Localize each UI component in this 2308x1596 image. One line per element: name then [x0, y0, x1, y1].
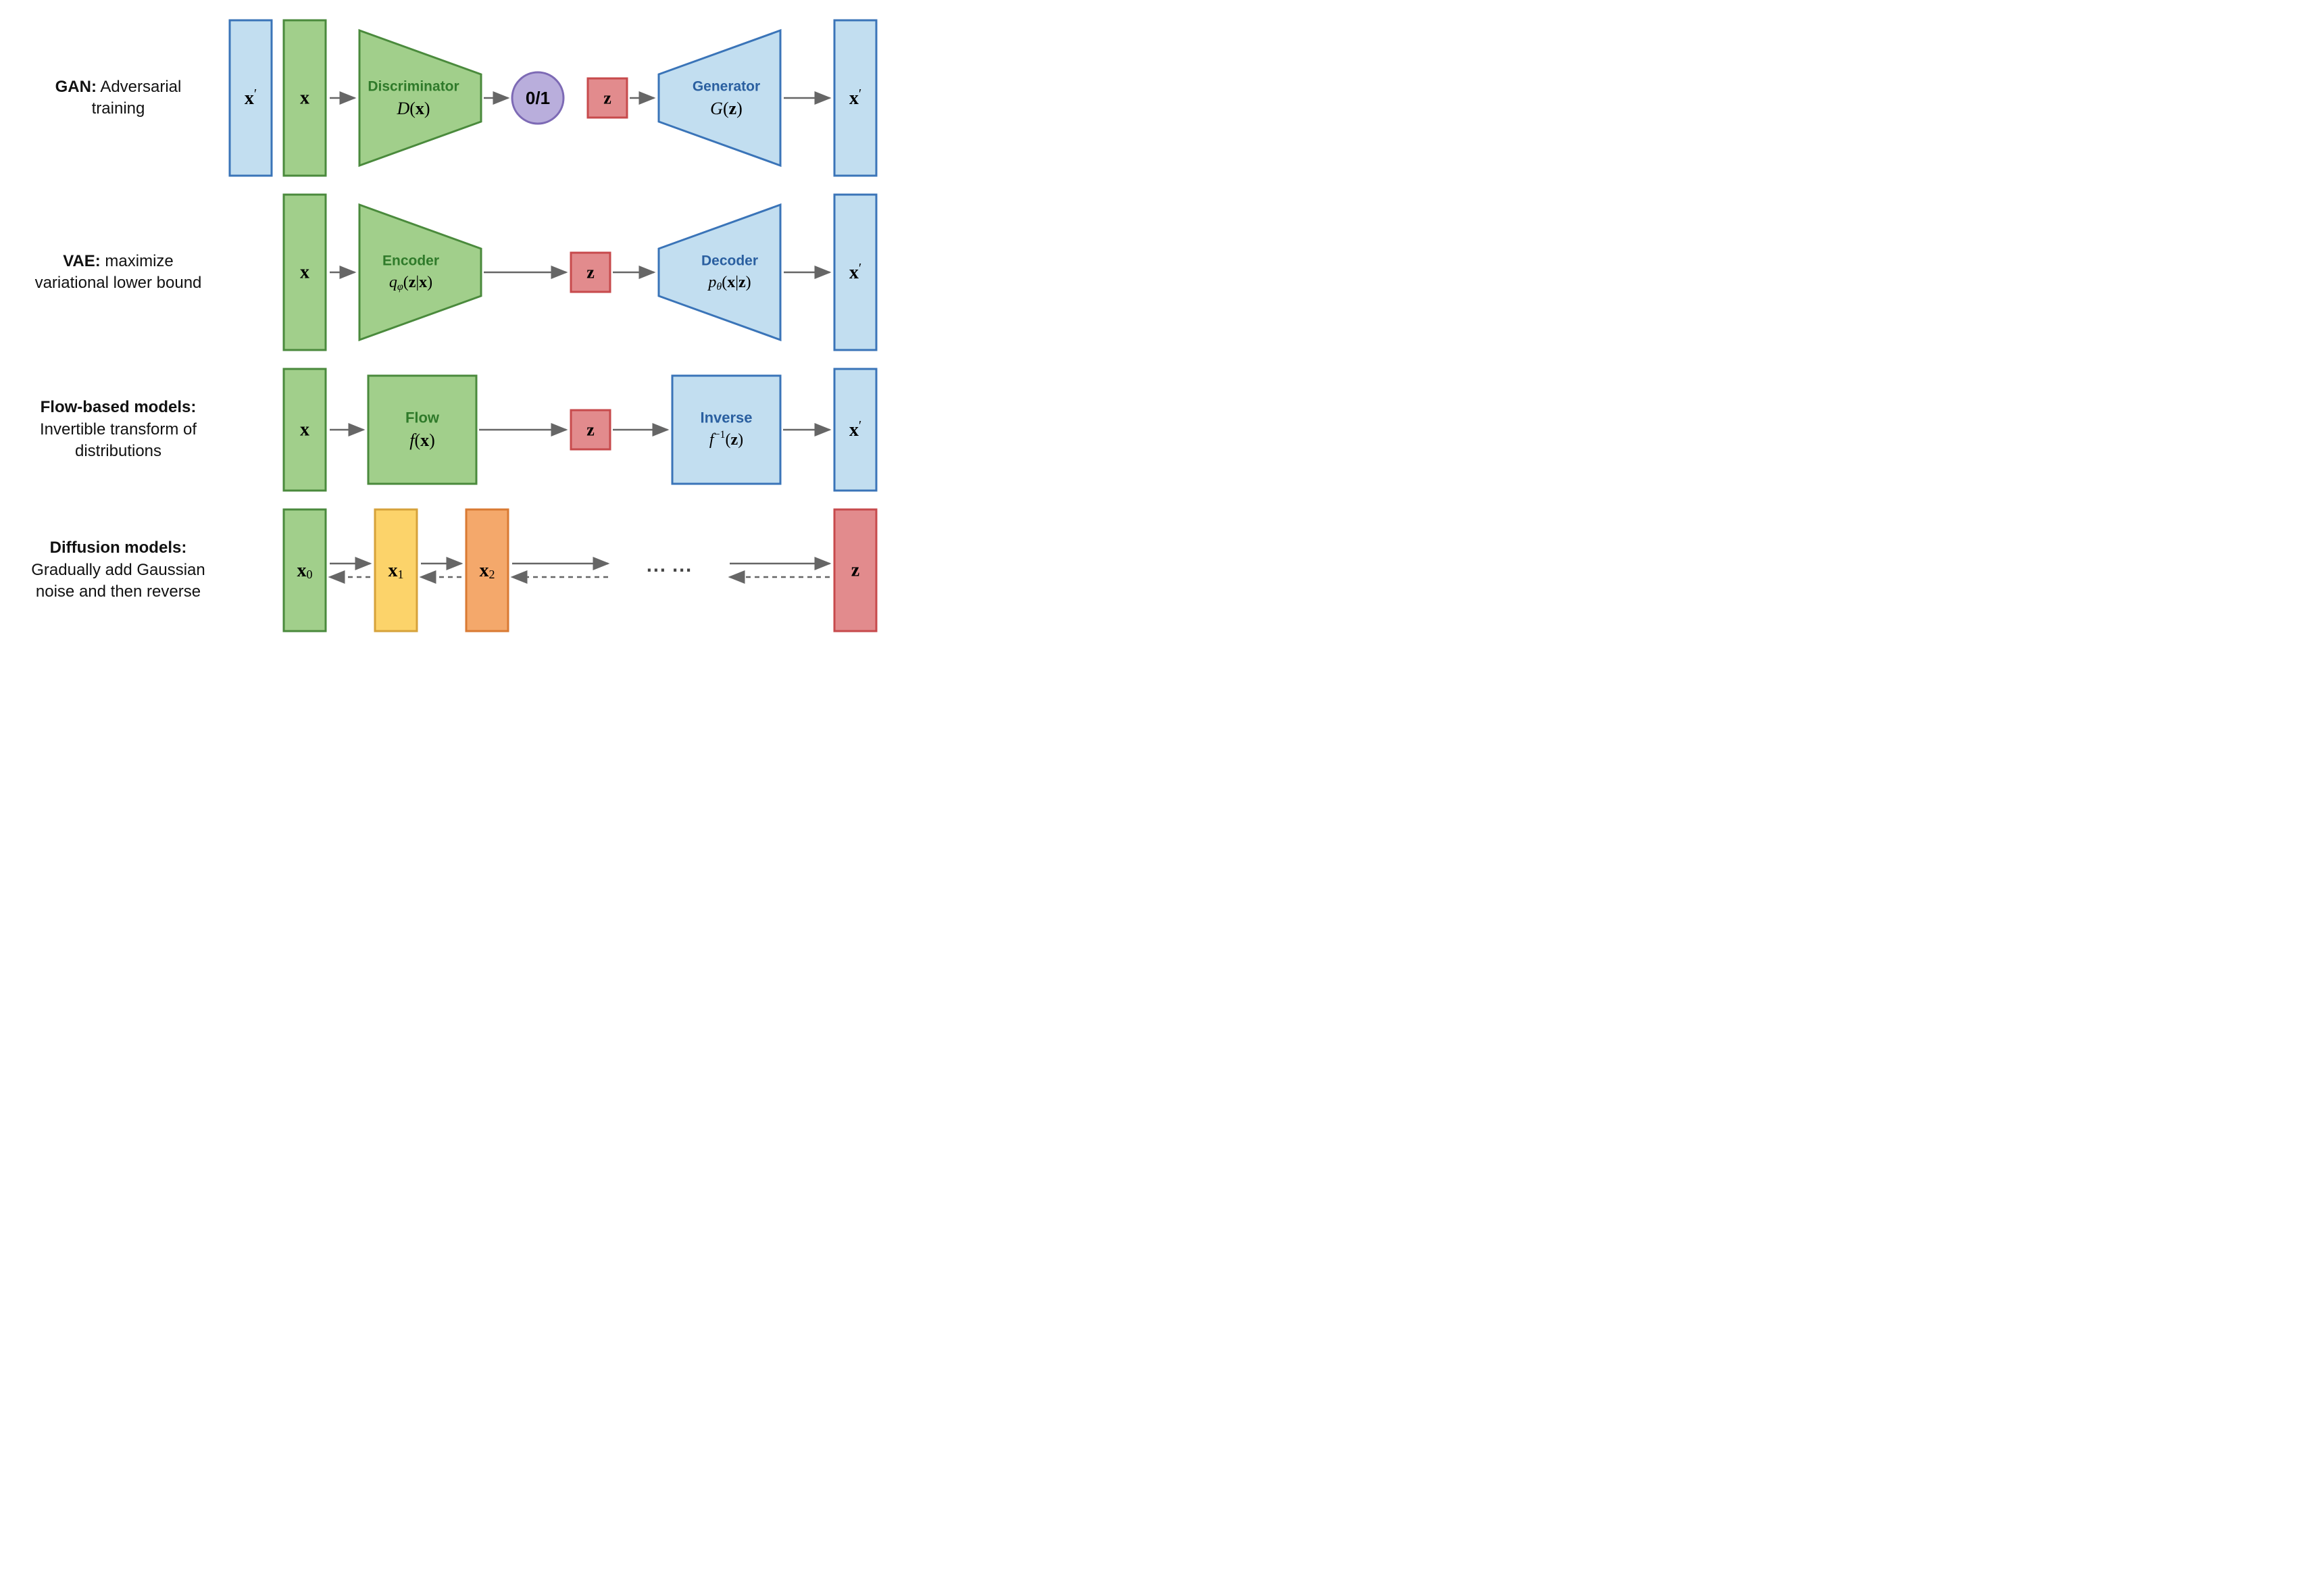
vae-label-bold: VAE: — [63, 252, 101, 270]
vae-decoder-math: pθ(x|z) — [707, 274, 751, 293]
gan-generator-math: G(z) — [710, 99, 743, 118]
gan-row: GAN: Adversarial training x′ x — [20, 20, 2288, 176]
flow-label: Flow-based models: Invertible transform … — [20, 397, 230, 462]
flow-inverse-box — [672, 376, 780, 484]
gan-label-rest: Adversarial — [97, 78, 181, 96]
diffusion-label: Diffusion models: Gradually add Gaussian… — [20, 537, 230, 603]
gan-label: GAN: Adversarial training — [20, 76, 230, 120]
flow-label-bold: Flow-based models: — [41, 398, 197, 416]
diffusion-svg: x0 x1 x2 ⋯ ⋯ — [230, 509, 885, 631]
diffusion-content: x0 x1 x2 ⋯ ⋯ — [230, 509, 2288, 631]
gan-x-text: x — [300, 88, 309, 109]
vae-row: VAE: maximize variational lower bound x … — [20, 195, 2288, 350]
vae-content: x Encoder qφ(z|x) z Decoder pθ(x|z) — [230, 195, 2288, 350]
flow-svg: x Flow f(x) z Inverse f−1(z) — [230, 369, 885, 491]
vae-label: VAE: maximize variational lower bound — [20, 251, 230, 295]
gan-discriminator-title: Discriminator — [368, 79, 459, 95]
diffusion-row: Diffusion models: Gradually add Gaussian… — [20, 509, 2288, 631]
flow-label-line2: Invertible transform of — [40, 420, 197, 439]
vae-decoder-shape — [659, 205, 780, 340]
flow-label-line3: distributions — [75, 442, 161, 460]
flow-flow-title: Flow — [405, 409, 440, 426]
diffusion-label-line2: Gradually add Gaussian — [31, 561, 205, 579]
vae-label-line2: variational lower bound — [35, 274, 202, 292]
gan-z-text: z — [603, 89, 611, 108]
gan-generator-title: Generator — [693, 79, 760, 95]
diffusion-dots: ⋯ ⋯ — [646, 559, 692, 582]
flow-inverse-title: Inverse — [700, 409, 752, 426]
vae-encoder-shape — [359, 205, 481, 340]
diffusion-label-bold: Diffusion models: — [50, 539, 187, 557]
gan-svg: x′ x Discriminator D(x) 0/1 z — [230, 20, 885, 176]
gan-label-bold: GAN: — [55, 78, 97, 96]
vae-x-text: x — [300, 262, 309, 283]
vae-encoder-math: qφ(z|x) — [389, 274, 432, 293]
flow-z-text: z — [586, 420, 595, 440]
vae-svg: x Encoder qφ(z|x) z Decoder pθ(x|z) — [230, 195, 885, 350]
gan-discriminator-math: D(x) — [396, 99, 430, 118]
diffusion-label-line3: noise and then reverse — [36, 582, 201, 601]
diffusion-z-text: z — [851, 560, 859, 581]
gan-label-line2: training — [92, 99, 145, 118]
flow-row: Flow-based models: Invertible transform … — [20, 369, 2288, 491]
gan-content: x′ x Discriminator D(x) 0/1 z — [230, 20, 2288, 176]
flow-x-text: x — [300, 420, 309, 441]
flow-flow-math: f(x) — [409, 430, 435, 450]
generative-models-diagram: GAN: Adversarial training x′ x — [20, 20, 2288, 631]
flow-content: x Flow f(x) z Inverse f−1(z) — [230, 369, 2288, 491]
gan-output-text: 0/1 — [526, 88, 550, 108]
vae-z-text: z — [586, 263, 595, 282]
vae-label-rest: maximize — [101, 252, 174, 270]
vae-decoder-title: Decoder — [701, 253, 758, 269]
vae-encoder-title: Encoder — [382, 253, 439, 269]
